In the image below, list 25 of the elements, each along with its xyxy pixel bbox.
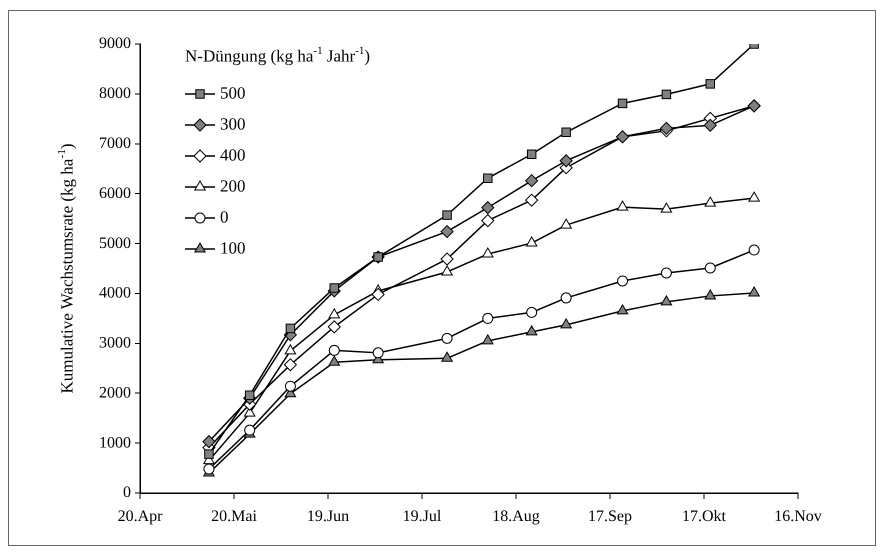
legend-label: 300 bbox=[220, 114, 246, 134]
y-tick-label: 8000 bbox=[99, 85, 131, 102]
x-tick-label: 20.Apr bbox=[118, 508, 164, 525]
x-tick-label: 19.Jun bbox=[306, 508, 350, 525]
y-axis-title: Kumulative Wachstumsrate (kg ha-1) bbox=[56, 144, 76, 394]
legend-label: 500 bbox=[220, 83, 246, 102]
x-tick-label: 19.Jul bbox=[402, 508, 442, 525]
y-tick-label: 7000 bbox=[99, 134, 131, 152]
x-tick-label: 17.Okt bbox=[682, 508, 727, 525]
legend-label: 200 bbox=[220, 176, 246, 196]
y-tick-label: 9000 bbox=[99, 35, 131, 52]
y-tick-label: 6000 bbox=[99, 184, 131, 202]
legend-label: 400 bbox=[220, 145, 246, 164]
y-tick-label: 1000 bbox=[99, 434, 131, 452]
x-tick-label: 20.Mai bbox=[211, 508, 258, 525]
legend-label: 100 bbox=[220, 238, 246, 258]
y-tick-label: 2000 bbox=[99, 384, 131, 402]
y-tick-label: 4000 bbox=[99, 284, 131, 302]
x-tick-label: 17.Sep bbox=[588, 508, 632, 525]
y-tick-label: 5000 bbox=[99, 234, 131, 252]
x-tick-label: 18.Aug bbox=[492, 508, 540, 525]
y-tick-label: 3000 bbox=[99, 334, 131, 352]
x-tick-label: 16.Nov bbox=[774, 508, 822, 525]
y-tick-label: 0 bbox=[123, 484, 131, 502]
legend-label: 0 bbox=[220, 207, 228, 226]
